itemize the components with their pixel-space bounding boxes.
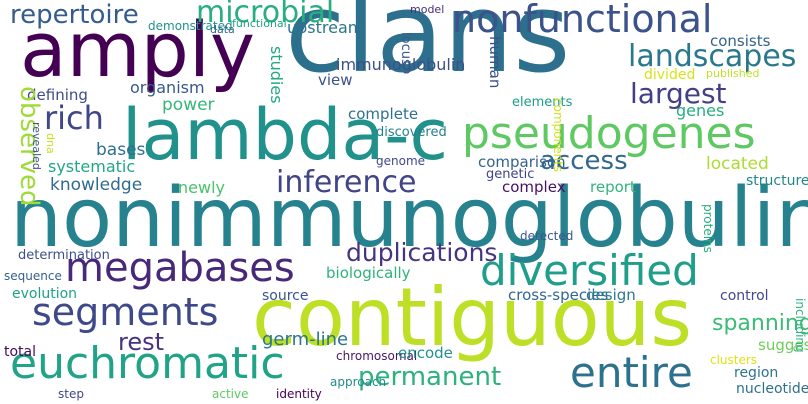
word-segments: segments — [32, 290, 219, 334]
word-amply: amply — [20, 5, 255, 94]
word-sequence: control — [720, 288, 769, 304]
word-newly: bases — [96, 140, 146, 160]
word-approach: nucleotide — [736, 381, 808, 397]
word-studies: data — [210, 23, 235, 36]
word-spanning: rest — [118, 328, 165, 356]
word-access: duplications — [346, 238, 498, 267]
word-suggests: sequence — [4, 269, 62, 283]
word-repertoire: repertoire — [10, 0, 139, 30]
word-located: complex — [502, 178, 566, 196]
word-permanent: largest — [630, 77, 727, 110]
word-consists: divided — [644, 67, 696, 83]
word-clusters: total — [4, 344, 37, 360]
word-biologically: source — [262, 288, 309, 304]
word-systematic: knowledge — [50, 175, 143, 195]
word-genome: comparison — [478, 153, 566, 171]
word-detected: active — [212, 387, 249, 401]
word-total: including — [793, 298, 807, 353]
word-human: model — [410, 3, 445, 16]
word-including: revealed — [30, 122, 43, 170]
word-step: suggests — [758, 336, 808, 354]
word-model: functional — [232, 17, 287, 30]
word-determination: design — [586, 286, 636, 304]
word-chromosomal: evolution — [12, 286, 78, 302]
word-locus: human — [486, 36, 504, 89]
word-divided: report — [590, 178, 636, 196]
word-region: chromosomal — [336, 349, 418, 363]
word-bases: systematic — [48, 157, 136, 176]
word-identity: region — [734, 365, 779, 381]
word-evolution: cross-species — [508, 286, 609, 304]
word-dna: elements — [512, 95, 573, 110]
word-landscapes: landscapes — [628, 39, 797, 74]
word-rest: access — [540, 146, 628, 176]
word-nucleotide: encode — [398, 344, 453, 362]
word-functional: step — [58, 387, 84, 401]
word-active: clusters — [710, 353, 758, 367]
word-knowledge: defining — [27, 86, 88, 104]
word-discovered: studies — [267, 46, 286, 104]
word-upstream: view — [318, 71, 353, 89]
word-diversified: diversified — [480, 246, 699, 295]
word-lambda-c: lambda-c — [122, 94, 449, 176]
word-rich: rich — [44, 99, 104, 137]
word-defining: organism — [130, 78, 205, 97]
word-source: germ-line — [262, 329, 349, 350]
word-genetic: discovered — [376, 125, 447, 140]
word-microbial: microbial — [196, 0, 335, 30]
word-design: structures — [746, 173, 808, 189]
word-entire: entire — [570, 348, 693, 397]
word-germ-line: newly — [178, 178, 225, 197]
word-control: proteins — [701, 204, 715, 253]
word-duplications: permanent — [358, 362, 502, 392]
word-cross-species: genes — [676, 101, 725, 120]
word-comparison: complete — [348, 105, 419, 123]
word-clans: clans — [285, 0, 571, 97]
word-organism: power — [162, 95, 215, 115]
word-revealed: components — [551, 98, 565, 173]
word-view: immunoglobulin — [336, 55, 466, 74]
word-immunoglobulin: biologically — [326, 264, 411, 282]
word-megabases: megabases — [65, 245, 295, 291]
word-structures: consists — [710, 32, 771, 50]
word-elements: detected — [520, 229, 574, 243]
word-data: approach — [330, 375, 387, 389]
word-nonimmunoglobulin: nonimmunoglobulin — [10, 171, 808, 266]
word-proteins: dna — [44, 133, 57, 154]
word-euchromatic: euchromatic — [10, 338, 285, 389]
word-demonstrated: identity — [276, 387, 322, 401]
word-nonfunctional: nonfunctional — [452, 0, 713, 41]
word-contiguous: contiguous — [252, 271, 693, 364]
word-report: genome — [376, 154, 426, 168]
word-encode: determination — [18, 248, 110, 263]
word-complex: genetic — [486, 167, 535, 182]
word-components: locus — [398, 32, 413, 66]
word-published: located — [706, 154, 769, 174]
word-observed: demonstrated — [148, 19, 233, 33]
word-genes: published — [706, 67, 760, 80]
word-complete: upstream — [287, 18, 364, 37]
word-pseudogenes: pseudogenes — [462, 108, 756, 159]
word-power: spanning — [712, 311, 808, 336]
word-inference: inference — [276, 165, 417, 200]
